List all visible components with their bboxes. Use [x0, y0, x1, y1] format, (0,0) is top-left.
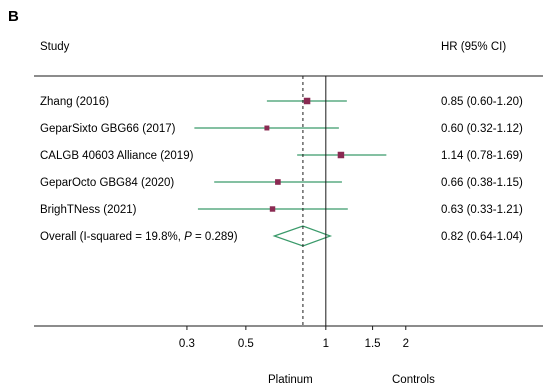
study-label: GeparSixto GBG66 (2017) [40, 123, 176, 135]
study-rows: Zhang (2016) 0.85 (0.60-1.20) GeparSixto G… [40, 96, 523, 247]
study-label: CALGB 40603 Alliance (2019) [40, 150, 194, 162]
panel-label: B [8, 8, 19, 25]
study-label: BrighTNess (2021) [40, 204, 137, 216]
left-favours-label: Platinum [268, 374, 313, 386]
study-estimate-box [264, 125, 270, 131]
study-estimate-box [337, 151, 345, 159]
study-label: GeparOcto GBG84 (2020) [40, 177, 174, 189]
study-estimate-box [303, 97, 311, 105]
study-ci-text: 1.14 (0.78-1.69) [441, 150, 523, 162]
x-tick-label: 1.5 [365, 338, 381, 350]
study-ci-text: 0.66 (0.38-1.15) [441, 177, 523, 189]
right-favours-label: Controls [392, 374, 435, 386]
study-column-header: Study [40, 41, 70, 53]
x-tick-label: 0.5 [238, 338, 254, 350]
study-estimate-box [275, 179, 281, 185]
study-ci-text: 0.63 (0.33-1.21) [441, 204, 523, 216]
study-estimate-box [269, 206, 276, 212]
study-ci-text: 0.60 (0.32-1.12) [441, 123, 523, 135]
x-tick-label: 2 [403, 338, 409, 350]
effect-column-header: HR (95% CI) [441, 41, 506, 53]
x-tick-label: 0.3 [179, 338, 195, 350]
x-tick-label: 1 [323, 338, 329, 350]
study-label: Zhang (2016) [40, 96, 109, 108]
study-ci-text: 0.85 (0.60-1.20) [441, 96, 523, 108]
overall-ci-text: 0.82 (0.64-1.04) [441, 231, 523, 243]
overall-label: Overall (I-squared = 19.8%, P = 0.289) [40, 231, 238, 243]
x-axis-ticks: 0.3 0.5 1 1.5 2 [179, 326, 409, 350]
overall-estimate-diamond [272, 225, 333, 247]
